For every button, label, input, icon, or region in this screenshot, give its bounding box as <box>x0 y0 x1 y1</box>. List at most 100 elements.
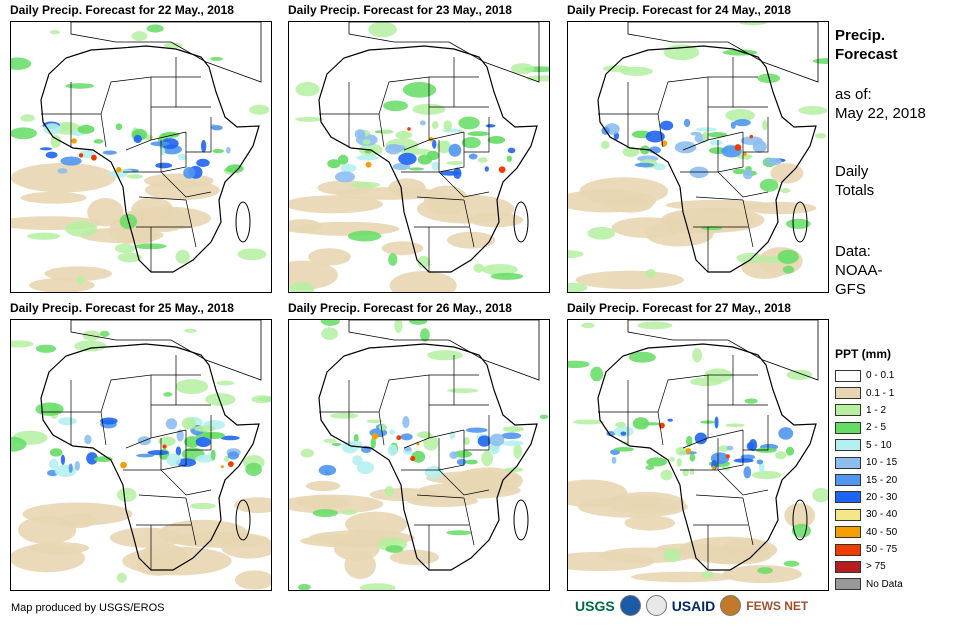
totals-line1: Daily <box>835 163 869 180</box>
legend-swatch <box>835 491 861 504</box>
agency-logos: USGS USAID FEWS NET <box>575 595 808 616</box>
coastline <box>597 45 817 273</box>
map-svg <box>568 22 828 292</box>
coastline <box>318 343 538 571</box>
noaa-logo-icon <box>619 595 641 616</box>
legend-swatch <box>835 560 861 573</box>
data-line3: GFS <box>835 281 866 298</box>
coastline <box>597 343 817 571</box>
legend-item: 15 - 20 <box>835 471 960 488</box>
precip-shading <box>11 24 270 292</box>
legend-label: 30 - 40 <box>866 509 898 521</box>
europe-coast <box>627 320 819 381</box>
asof-label: as of: <box>835 86 872 103</box>
europe-coast <box>348 320 540 381</box>
panel-title: Daily Precip. Forecast for 23 May., 2018 <box>288 3 512 17</box>
precip-map <box>10 319 272 591</box>
asof-date: May 22, 2018 <box>835 105 926 122</box>
coastline <box>40 343 260 571</box>
legend-item: 40 - 50 <box>835 524 960 541</box>
coastline <box>318 45 538 273</box>
legend-item: > 75 <box>835 558 960 575</box>
europe-coast <box>70 22 262 83</box>
legend-swatch <box>835 474 861 487</box>
info-title: Precip. Forecast <box>835 26 898 64</box>
totals-block: Daily Totals <box>835 162 874 200</box>
legend-label: 50 - 75 <box>866 544 898 556</box>
panel-title: Daily Precip. Forecast for 27 May., 2018 <box>567 301 791 315</box>
madagascar-outline <box>792 201 808 243</box>
legend-item: 2 - 5 <box>835 419 960 436</box>
map-svg <box>568 320 828 584</box>
europe-coast <box>70 320 262 381</box>
legend-swatch <box>835 578 861 591</box>
country-borders <box>598 57 769 272</box>
precip-map <box>567 319 829 591</box>
panel-title: Daily Precip. Forecast for 25 May., 2018 <box>10 301 234 315</box>
legend-label: > 75 <box>866 561 886 573</box>
legend-rows: 0 - 0.1 0.1 - 1 1 - 2 2 - 5 5 - 10 10 - 15 15 … <box>835 367 960 593</box>
legend-item: 0.1 - 1 <box>835 384 960 401</box>
legend-swatch <box>835 456 861 469</box>
europe-coast <box>627 22 819 83</box>
legend-label: 40 - 50 <box>866 526 898 538</box>
panel-title: Daily Precip. Forecast for 22 May., 2018 <box>10 3 234 17</box>
map-svg <box>289 22 549 292</box>
usaid-logo: USAID <box>671 597 716 614</box>
legend-label: 0 - 0.1 <box>866 370 895 382</box>
legend-title: PPT (mm) <box>835 347 892 361</box>
legend-label: 10 - 15 <box>866 457 898 469</box>
precip-shading <box>568 321 828 584</box>
usgs-logo: USGS <box>575 597 615 614</box>
madagascar-outline <box>792 499 808 541</box>
data-source-block: Data: NOAA- GFS <box>835 242 883 299</box>
legend-item: 1 - 2 <box>835 402 960 419</box>
legend-swatch <box>835 369 861 382</box>
legend-swatch <box>835 387 861 400</box>
legend-swatch <box>835 508 861 521</box>
legend-swatch <box>835 421 861 434</box>
asof-block: as of: May 22, 2018 <box>835 85 926 123</box>
legend-label: 20 - 30 <box>866 491 898 503</box>
precip-shading <box>289 22 549 292</box>
europe-coast <box>348 22 540 83</box>
fews-net-icon <box>720 595 742 616</box>
precip-legend: PPT (mm) 0 - 0.1 0.1 - 1 1 - 2 2 - 5 5 - 10 1… <box>835 347 960 593</box>
legend-item: 50 - 75 <box>835 541 960 558</box>
map-svg <box>11 22 270 292</box>
madagascar-outline <box>513 499 529 541</box>
coastline <box>40 45 260 273</box>
panel-title: Daily Precip. Forecast for 26 May., 2018 <box>288 301 512 315</box>
madagascar-outline <box>235 201 251 243</box>
legend-item: 30 - 40 <box>835 506 960 523</box>
precip-map <box>567 21 829 293</box>
precip-shading <box>568 22 828 292</box>
data-line1: Data: <box>835 243 871 260</box>
precip-map <box>10 21 272 293</box>
legend-label: 15 - 20 <box>866 474 898 486</box>
legend-label: 1 - 2 <box>866 404 887 416</box>
precip-shading <box>11 328 271 590</box>
data-line2: NOAA- <box>835 262 883 279</box>
map-svg <box>11 320 271 590</box>
dos-seal-icon <box>645 595 667 616</box>
map-svg <box>289 320 549 590</box>
totals-line2: Totals <box>835 182 875 199</box>
legend-label: 5 - 10 <box>866 439 892 451</box>
legend-item: No Data <box>835 576 960 593</box>
legend-item: 20 - 30 <box>835 489 960 506</box>
info-title-line2: Forecast <box>835 46 898 63</box>
legend-item: 0 - 0.1 <box>835 367 960 384</box>
legend-item: 5 - 10 <box>835 437 960 454</box>
country-borders <box>319 57 490 272</box>
legend-swatch <box>835 404 861 417</box>
madagascar-outline <box>513 201 529 243</box>
legend-label: No Data <box>866 578 903 590</box>
legend-label: 2 - 5 <box>866 422 887 434</box>
legend-item: 10 - 15 <box>835 454 960 471</box>
credit-text: Map produced by USGS/EROS <box>11 602 165 614</box>
legend-label: 0.1 - 1 <box>866 387 895 399</box>
country-borders <box>41 57 212 272</box>
info-title-line1: Precip. <box>835 27 886 44</box>
legend-swatch <box>835 526 861 539</box>
